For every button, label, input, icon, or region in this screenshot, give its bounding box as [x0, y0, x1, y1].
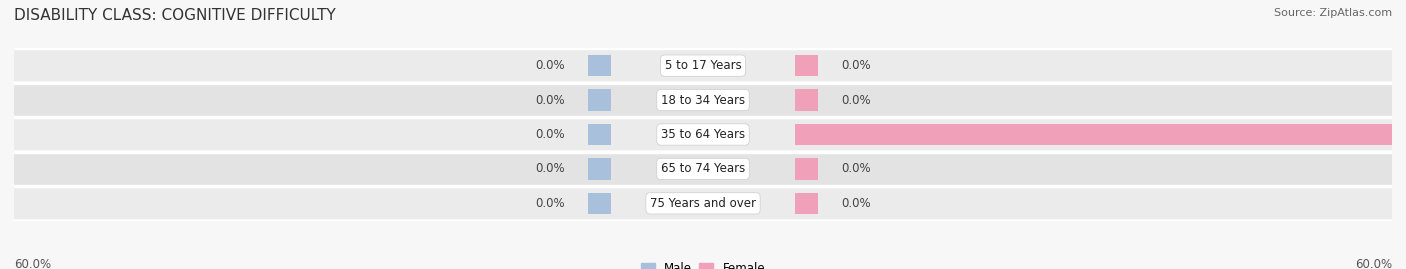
- Bar: [14, 84, 1392, 116]
- Text: DISABILITY CLASS: COGNITIVE DIFFICULTY: DISABILITY CLASS: COGNITIVE DIFFICULTY: [14, 8, 336, 23]
- Bar: [14, 119, 1392, 150]
- Text: 0.0%: 0.0%: [536, 128, 565, 141]
- Text: 0.0%: 0.0%: [536, 197, 565, 210]
- Text: 5 to 17 Years: 5 to 17 Years: [665, 59, 741, 72]
- Bar: [588, 124, 612, 145]
- Text: 60.0%: 60.0%: [1355, 258, 1392, 269]
- Bar: [612, 193, 794, 214]
- Legend: Male, Female: Male, Female: [636, 258, 770, 269]
- Bar: [612, 89, 794, 111]
- Bar: [794, 124, 1406, 145]
- Text: 0.0%: 0.0%: [841, 162, 870, 175]
- Bar: [794, 158, 818, 180]
- Text: 0.0%: 0.0%: [841, 197, 870, 210]
- Text: 0.0%: 0.0%: [841, 94, 870, 107]
- Text: 0.0%: 0.0%: [536, 162, 565, 175]
- Text: 75 Years and over: 75 Years and over: [650, 197, 756, 210]
- Text: 18 to 34 Years: 18 to 34 Years: [661, 94, 745, 107]
- Bar: [14, 153, 1392, 185]
- Text: 0.0%: 0.0%: [536, 94, 565, 107]
- Bar: [588, 55, 612, 76]
- Bar: [612, 124, 794, 145]
- Text: 0.0%: 0.0%: [841, 59, 870, 72]
- Bar: [14, 187, 1392, 219]
- Bar: [588, 193, 612, 214]
- Text: 65 to 74 Years: 65 to 74 Years: [661, 162, 745, 175]
- Text: Source: ZipAtlas.com: Source: ZipAtlas.com: [1274, 8, 1392, 18]
- Bar: [588, 89, 612, 111]
- Bar: [612, 158, 794, 180]
- Bar: [794, 193, 818, 214]
- Bar: [794, 89, 818, 111]
- Bar: [794, 55, 818, 76]
- Text: 35 to 64 Years: 35 to 64 Years: [661, 128, 745, 141]
- Text: 0.0%: 0.0%: [536, 59, 565, 72]
- Bar: [588, 158, 612, 180]
- Bar: [612, 55, 794, 76]
- Text: 60.0%: 60.0%: [14, 258, 51, 269]
- Bar: [14, 50, 1392, 82]
